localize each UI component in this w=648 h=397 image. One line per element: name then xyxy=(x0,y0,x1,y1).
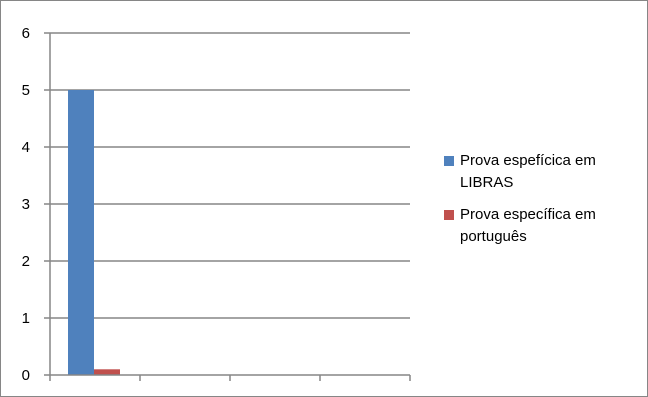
grid-lines xyxy=(50,32,410,319)
legend-swatch-libras xyxy=(444,156,454,166)
tick-labels: 0 1 2 3 4 5 6 xyxy=(22,25,30,384)
bars xyxy=(68,90,120,375)
chart-legend: Prova espefícica em LIBRAS Prova específ… xyxy=(444,150,644,258)
y-tick-label-5: 5 xyxy=(22,82,30,99)
legend-label-portugues: Prova específica em português xyxy=(460,206,596,245)
y-tick-label-1: 1 xyxy=(22,310,30,327)
y-tick-label-0: 0 xyxy=(22,367,30,384)
legend-swatch-portugues xyxy=(444,210,454,220)
y-tick-label-4: 4 xyxy=(22,139,30,156)
y-tick-label-2: 2 xyxy=(22,253,30,270)
bar-series-1-cat-0 xyxy=(94,369,120,375)
axes xyxy=(44,32,411,381)
legend-item-portugues: Prova específica em português xyxy=(444,204,644,248)
legend-label-libras: Prova espefícica em LIBRAS xyxy=(460,152,596,191)
y-tick-label-3: 3 xyxy=(22,196,30,213)
bar-series-0-cat-0 xyxy=(68,90,94,375)
legend-item-libras: Prova espefícica em LIBRAS xyxy=(444,150,644,194)
y-tick-label-6: 6 xyxy=(22,25,30,42)
